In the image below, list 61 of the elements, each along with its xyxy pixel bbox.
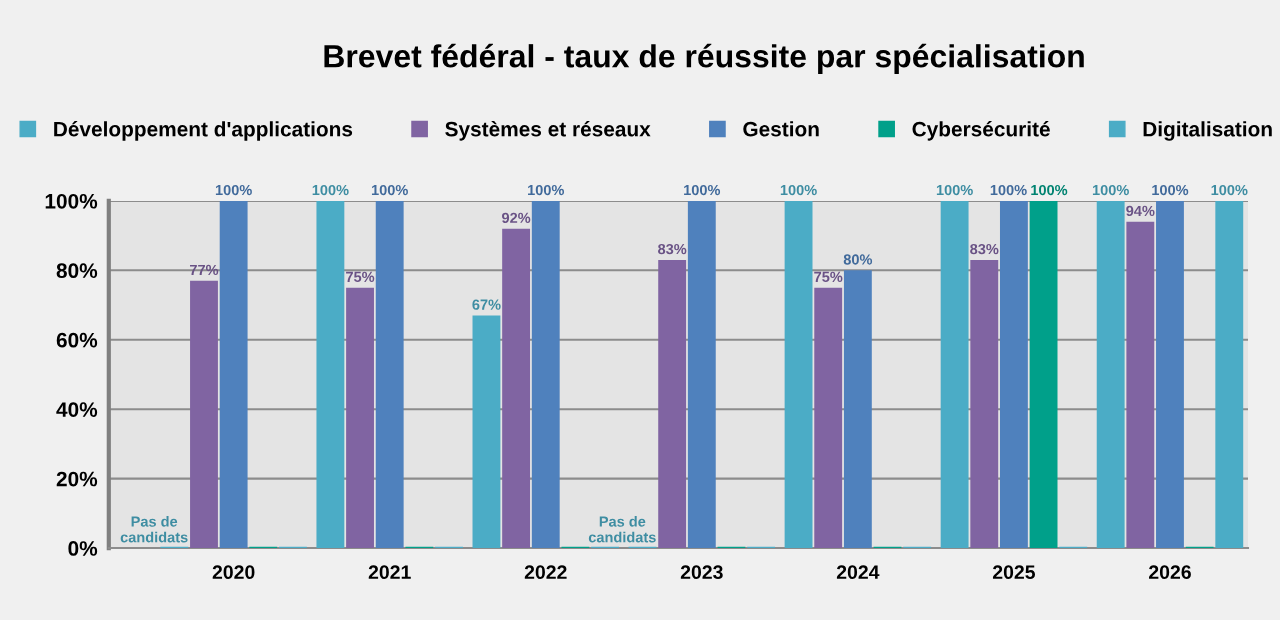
y-tick-label: 60% bbox=[56, 332, 98, 348]
chart-title: Brevet fédéral - taux de réussite par spécialisation bbox=[324, 43, 1084, 74]
data-label: 83% bbox=[658, 243, 687, 255]
data-label: 67% bbox=[472, 299, 501, 310]
data-label: 92% bbox=[502, 212, 531, 223]
bar bbox=[502, 228, 531, 549]
data-label: 100% bbox=[371, 184, 408, 196]
y-tick-label: 100% bbox=[45, 193, 98, 209]
bar bbox=[970, 259, 999, 549]
bar bbox=[1126, 221, 1155, 549]
legend-label: Digitalisation bbox=[1143, 121, 1272, 141]
x-tick-label: 2021 bbox=[368, 565, 411, 580]
bar bbox=[999, 200, 1028, 549]
data-label: 94% bbox=[1126, 205, 1155, 217]
data-label: 100% bbox=[1152, 184, 1189, 196]
x-tick-label: 2025 bbox=[992, 565, 1036, 580]
bar bbox=[940, 200, 969, 549]
bar bbox=[316, 200, 345, 549]
bar bbox=[843, 270, 872, 549]
x-tick-label: 2023 bbox=[680, 565, 723, 580]
bar bbox=[784, 200, 813, 549]
data-label: 100% bbox=[936, 184, 973, 196]
y-tick-label: 0% bbox=[68, 541, 98, 556]
bar bbox=[531, 200, 560, 549]
data-label: 75% bbox=[346, 271, 375, 283]
data-label: 100% bbox=[684, 184, 721, 196]
data-label: 100% bbox=[1031, 184, 1068, 196]
bar bbox=[1096, 200, 1125, 549]
x-tick-label: 2024 bbox=[836, 565, 880, 580]
data-label: Pas de candidats bbox=[120, 516, 188, 543]
data-label: 83% bbox=[970, 243, 999, 255]
legend-label: Développement d'applications bbox=[54, 121, 353, 141]
bar bbox=[472, 315, 501, 549]
bar bbox=[658, 259, 687, 549]
data-label: 100% bbox=[1211, 184, 1248, 196]
data-label: 100% bbox=[780, 184, 817, 196]
data-label: Pas de candidats bbox=[588, 516, 656, 543]
data-label: 100% bbox=[528, 184, 565, 196]
x-tick-label: 2020 bbox=[212, 565, 255, 580]
x-tick-label: 2022 bbox=[524, 565, 567, 580]
data-label: 80% bbox=[843, 254, 873, 265]
bar bbox=[1156, 200, 1184, 549]
y-tick-label: 80% bbox=[56, 263, 98, 279]
data-label: 100% bbox=[990, 184, 1027, 196]
bar bbox=[687, 200, 716, 549]
y-tick-label: 40% bbox=[56, 402, 98, 417]
data-label: 100% bbox=[1092, 184, 1129, 196]
x-tick-label: 2026 bbox=[1149, 565, 1191, 580]
bar bbox=[346, 287, 374, 549]
y-tick-label: 20% bbox=[56, 471, 98, 487]
legend-label: Gestion bbox=[743, 121, 819, 137]
legend-label: Systèmes et réseaux bbox=[445, 121, 651, 141]
data-label: 75% bbox=[814, 271, 843, 283]
data-label: 100% bbox=[215, 184, 252, 196]
legend-label: Cybersécurité bbox=[912, 121, 1050, 141]
bar bbox=[375, 200, 404, 549]
bar bbox=[814, 287, 843, 549]
data-label: 100% bbox=[312, 184, 349, 196]
bar bbox=[219, 200, 248, 549]
bar bbox=[190, 280, 218, 549]
bar bbox=[1029, 200, 1058, 549]
